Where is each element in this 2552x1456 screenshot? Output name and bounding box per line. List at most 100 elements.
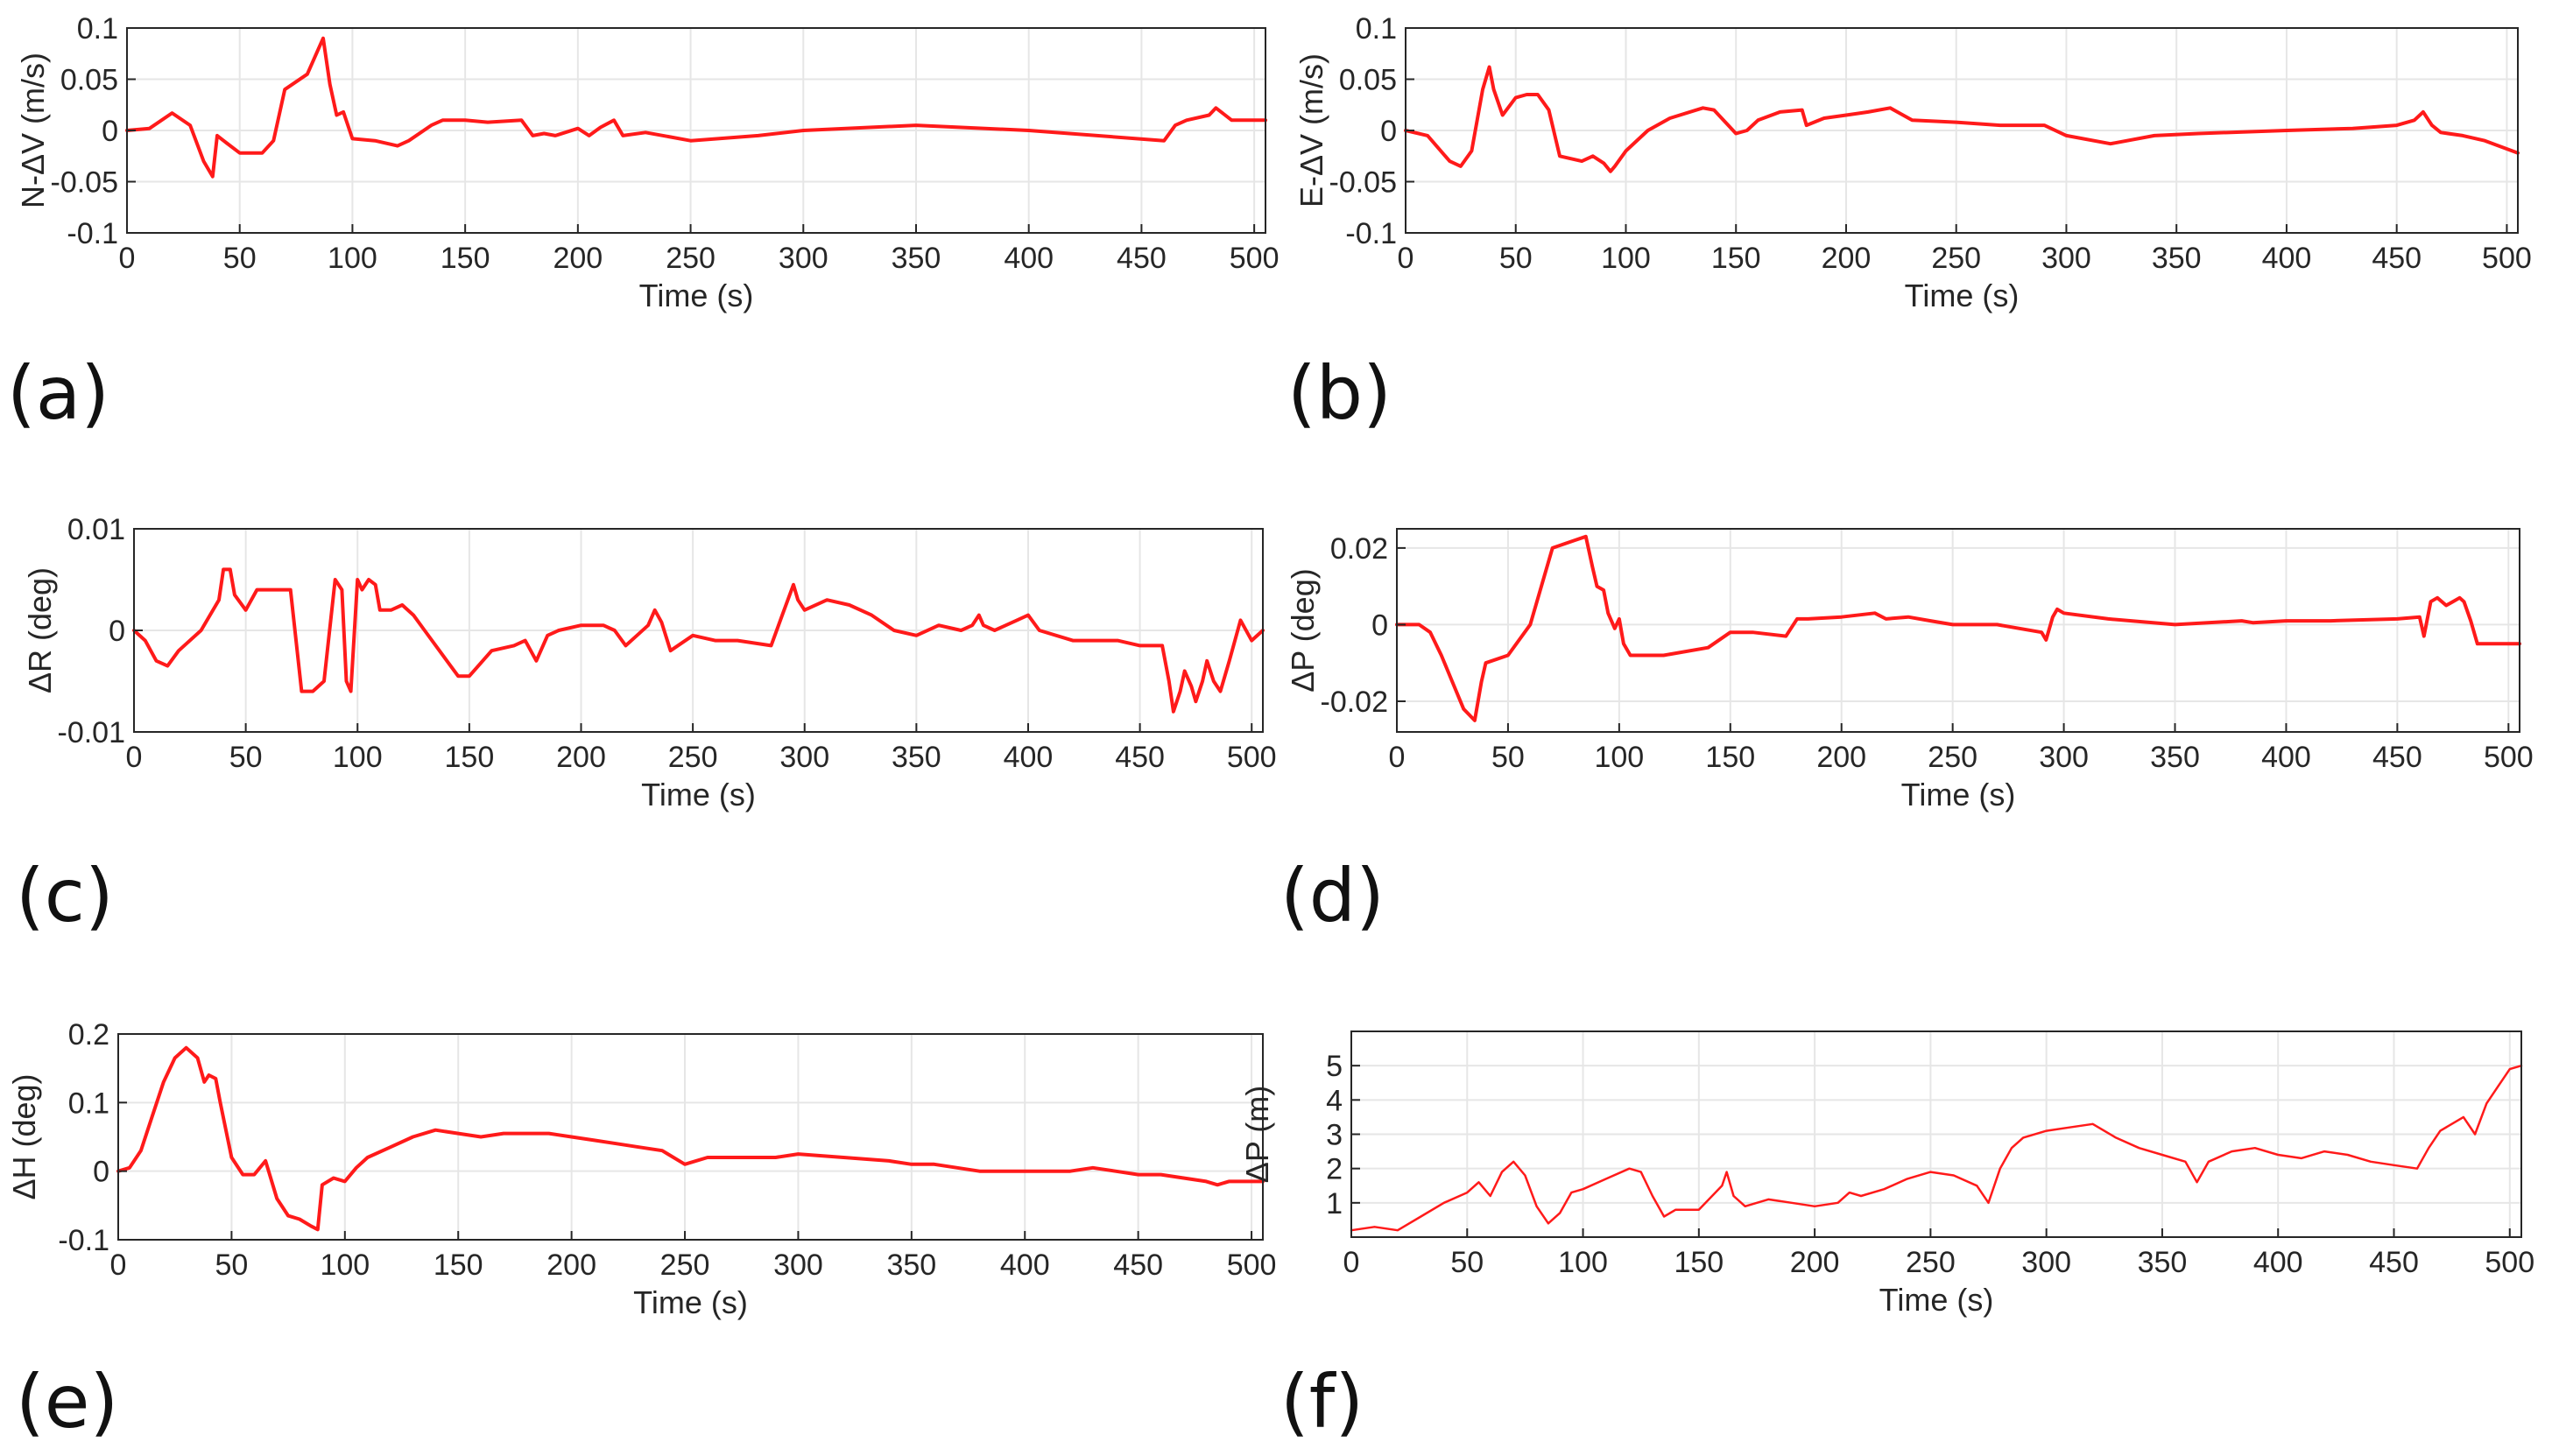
series-line-b bbox=[1404, 65, 2520, 173]
y-tick-label: 0.1 bbox=[68, 1087, 109, 1120]
x-axis-label: Time (s) bbox=[1905, 278, 2020, 313]
y-axis-label: ΔP (deg) bbox=[1285, 568, 1321, 692]
y-axis-label: N-ΔV (m/s) bbox=[15, 53, 51, 208]
x-tick-label: 350 bbox=[892, 741, 941, 774]
x-tick-label: 50 bbox=[1450, 1246, 1484, 1279]
y-tick-label: -0.05 bbox=[51, 166, 119, 200]
x-tick-label: 500 bbox=[1227, 1249, 1277, 1282]
x-tick-label: 0 bbox=[1398, 242, 1414, 275]
x-tick-label: 250 bbox=[1931, 242, 1981, 275]
series-line-f bbox=[1350, 1064, 2523, 1232]
y-tick-label: 5 bbox=[1326, 1050, 1343, 1083]
x-tick-label: 350 bbox=[2138, 1246, 2188, 1279]
x-axis-label: Time (s) bbox=[639, 278, 754, 313]
x-tick-label: 150 bbox=[441, 242, 490, 275]
x-tick-label: 450 bbox=[1115, 741, 1165, 774]
x-tick-label: 250 bbox=[666, 242, 716, 275]
x-tick-label: 350 bbox=[886, 1249, 936, 1282]
y-tick-label: 0.05 bbox=[60, 64, 118, 97]
x-tick-label: 400 bbox=[2253, 1246, 2303, 1279]
x-tick-label: 200 bbox=[1790, 1246, 1840, 1279]
grid-b bbox=[1405, 27, 2518, 234]
x-tick-label: 400 bbox=[2261, 741, 2311, 774]
x-tick-label: 50 bbox=[1491, 741, 1525, 774]
x-tick-label: 300 bbox=[2041, 242, 2091, 275]
x-tick-label: 150 bbox=[434, 1249, 483, 1282]
x-tick-label: 400 bbox=[1004, 741, 1054, 774]
x-tick-label: 400 bbox=[2262, 242, 2312, 275]
x-tick-label: 350 bbox=[892, 242, 941, 275]
x-tick-label: 50 bbox=[229, 741, 263, 774]
panel-label-c: (c) bbox=[16, 853, 114, 939]
x-tick-label: 250 bbox=[660, 1249, 710, 1282]
x-tick-label: 500 bbox=[2484, 741, 2534, 774]
y-tick-label: 0.01 bbox=[67, 513, 125, 546]
grid-d bbox=[1396, 529, 2520, 732]
y-axis-label: ΔP (m) bbox=[1239, 1086, 1275, 1183]
y-tick-label: 0.05 bbox=[1339, 64, 1397, 97]
x-tick-label: 450 bbox=[2372, 242, 2422, 275]
x-tick-label: 100 bbox=[1558, 1246, 1608, 1279]
panel-c: 0 50 100 150 200 250 300 350 400 450 500-0.0100.01… bbox=[22, 513, 1277, 812]
x-tick-label: 400 bbox=[1004, 242, 1054, 275]
y-tick-label: 0 bbox=[93, 1156, 109, 1189]
grid-f bbox=[1350, 1031, 2521, 1237]
x-tick-label: 350 bbox=[2150, 741, 2200, 774]
x-tick-label: 300 bbox=[2021, 1246, 2071, 1279]
y-tick-label: 0.2 bbox=[68, 1018, 109, 1052]
y-axis-label: ΔR (deg) bbox=[22, 567, 58, 693]
y-tick-label: -0.1 bbox=[58, 1224, 109, 1257]
panel-a: 0 50 100 150 200 250 300 350 400 450 500 -0.1 -0.05 0… bbox=[15, 12, 1279, 313]
series-line-d bbox=[1395, 534, 2521, 722]
x-tick-label: 300 bbox=[2039, 741, 2089, 774]
grid-e bbox=[117, 1033, 1263, 1241]
y-tick-label: -0.1 bbox=[67, 217, 118, 250]
y-axis-label: ΔH (deg) bbox=[6, 1073, 42, 1199]
x-tick-label: 250 bbox=[1928, 741, 1977, 774]
x-axis-label: Time (s) bbox=[1879, 1282, 1994, 1318]
y-tick-label: 4 bbox=[1326, 1084, 1343, 1117]
x-tick-label: 500 bbox=[1227, 741, 1277, 774]
x-tick-label: 0 bbox=[110, 1249, 127, 1282]
panel-label-f: (f) bbox=[1280, 1359, 1364, 1445]
x-tick-label: 450 bbox=[2372, 741, 2422, 774]
panel-d: 0 50 100 150 200 250 300 350 400 450 500-0.0200.02… bbox=[1285, 528, 2534, 812]
x-tick-label: 350 bbox=[2152, 242, 2202, 275]
y-tick-label: -0.1 bbox=[1345, 217, 1397, 250]
y-tick-label: 0 bbox=[1371, 608, 1388, 642]
grid-a bbox=[126, 27, 1265, 234]
x-tick-label: 300 bbox=[773, 1249, 823, 1282]
panel-label-a: (a) bbox=[7, 350, 109, 436]
x-tick-label: 100 bbox=[320, 1249, 370, 1282]
panel-e: 0 50 100 150 200 250 300 350 400 450 500-0.100.10.… bbox=[6, 1018, 1276, 1320]
x-tick-label: 0 bbox=[119, 242, 136, 275]
x-tick-label: 150 bbox=[1711, 242, 1761, 275]
y-axis-label: E-ΔV (m/s) bbox=[1294, 53, 1329, 207]
y-tick-label: 0 bbox=[109, 615, 125, 648]
x-tick-label: 0 bbox=[126, 741, 143, 774]
panel-label-d: (d) bbox=[1280, 853, 1385, 939]
y-tick-label: 0 bbox=[1380, 115, 1397, 148]
x-tick-label: 50 bbox=[215, 1249, 248, 1282]
x-tick-label: 100 bbox=[333, 741, 383, 774]
x-tick-label: 150 bbox=[1705, 741, 1755, 774]
x-tick-label: 250 bbox=[1906, 1246, 1956, 1279]
plot-frame-d bbox=[1396, 528, 2520, 733]
x-tick-label: 450 bbox=[2369, 1246, 2419, 1279]
x-tick-label: 500 bbox=[1230, 242, 1280, 275]
x-tick-label: 100 bbox=[328, 242, 377, 275]
y-tick-label: -0.05 bbox=[1329, 166, 1398, 200]
x-axis-label: Time (s) bbox=[1901, 777, 2016, 812]
y-tick-label: 0.1 bbox=[77, 12, 118, 46]
x-tick-label: 0 bbox=[1343, 1246, 1360, 1279]
x-tick-label: 500 bbox=[2485, 1246, 2534, 1279]
x-tick-label: 450 bbox=[1117, 242, 1167, 275]
y-tick-label: -0.01 bbox=[58, 716, 126, 749]
panel-label-b: (b) bbox=[1287, 350, 1392, 436]
series-line-c bbox=[132, 567, 1265, 714]
x-tick-label: 0 bbox=[1389, 741, 1406, 774]
x-tick-label: 200 bbox=[556, 741, 606, 774]
x-tick-label: 100 bbox=[1601, 242, 1651, 275]
